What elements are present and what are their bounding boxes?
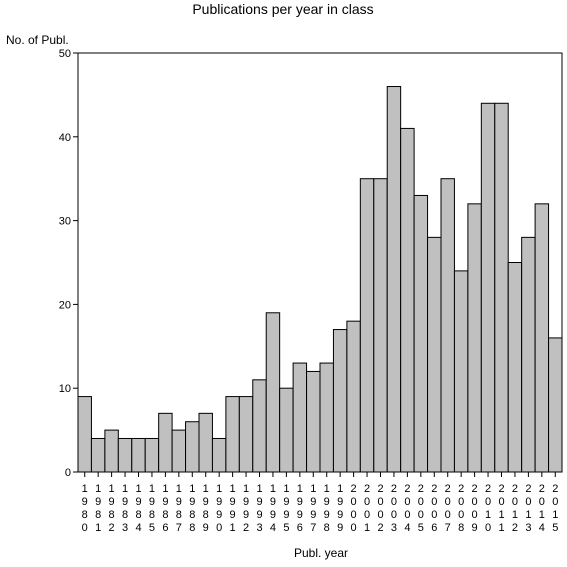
x-axis-label: Publ. year xyxy=(294,546,348,560)
bar-1992 xyxy=(238,396,254,473)
bar-2007 xyxy=(440,178,455,473)
y-tick-label: 40 xyxy=(59,132,71,144)
y-tick-label: 20 xyxy=(59,299,71,311)
bar-1994 xyxy=(265,312,281,473)
bar-2005 xyxy=(413,194,429,473)
bar-1995 xyxy=(279,387,294,473)
y-tick-label: 50 xyxy=(59,48,71,60)
bar-2014 xyxy=(534,203,550,473)
bar-1989 xyxy=(198,412,213,473)
y-tick-label: 30 xyxy=(59,216,71,228)
bar-1996 xyxy=(292,362,308,473)
x-axis-ticks: 1 9 8 0 1 9 8 1 1 9 8 2 1 9 8 3 1 9 8 4 1 9 8 5 1 9 8 6 1 9 8 7 1 9 8 8 1 9 8 9… xyxy=(82,472,558,534)
bar-2013 xyxy=(521,236,536,473)
bar-2006 xyxy=(427,236,442,473)
bar-2001 xyxy=(359,178,375,473)
bar-1991 xyxy=(225,396,240,473)
bar-1983 xyxy=(117,437,133,473)
bar-1986 xyxy=(158,412,173,473)
bar-1984 xyxy=(131,437,146,473)
bar-1990 xyxy=(211,437,227,473)
bar-1988 xyxy=(185,421,200,473)
y-axis-label: No. of Publ. xyxy=(6,33,69,47)
bar-1985 xyxy=(144,437,160,473)
bar-1980 xyxy=(77,396,92,473)
bar-2012 xyxy=(507,262,523,473)
bar-2003 xyxy=(386,86,402,473)
y-tick-label: 0 xyxy=(65,467,71,479)
bar-2000 xyxy=(346,320,361,473)
bar-1981 xyxy=(90,437,106,473)
bar-2015 xyxy=(548,337,563,473)
bar-1982 xyxy=(104,429,119,473)
bar-1993 xyxy=(252,379,267,473)
bar-2011 xyxy=(494,102,509,473)
bar-2004 xyxy=(400,127,415,473)
y-tick-label: 10 xyxy=(59,383,71,395)
bar-1998 xyxy=(319,362,334,473)
bar-2002 xyxy=(373,178,388,473)
y-axis-ticks: 0 10 20 30 40 50 xyxy=(59,48,78,479)
bar-1987 xyxy=(171,429,187,473)
bar-2010 xyxy=(480,102,496,473)
bar-1997 xyxy=(306,370,321,473)
plot-frame xyxy=(77,52,563,473)
bars xyxy=(77,86,563,473)
bar-2008 xyxy=(453,270,469,473)
chart-title: Publications per year in class xyxy=(192,1,373,17)
bar-2009 xyxy=(467,203,482,473)
bar-1999 xyxy=(332,329,348,473)
